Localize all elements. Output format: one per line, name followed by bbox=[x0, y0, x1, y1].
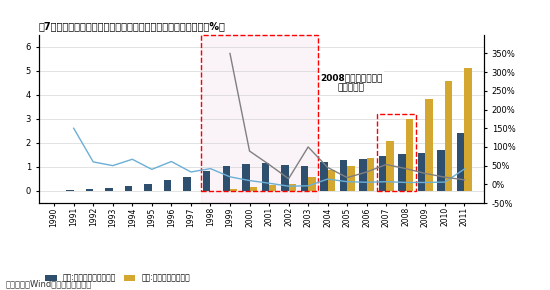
Bar bbox=[347, 166, 355, 191]
Bar bbox=[201, 35, 318, 203]
Bar bbox=[367, 158, 374, 191]
Bar bbox=[281, 165, 289, 191]
Bar bbox=[406, 119, 413, 191]
Bar bbox=[359, 159, 367, 191]
Bar bbox=[386, 141, 394, 191]
Bar bbox=[105, 188, 113, 191]
Bar bbox=[269, 185, 277, 191]
Bar bbox=[445, 81, 452, 191]
Bar bbox=[201, 35, 318, 191]
Bar bbox=[464, 68, 472, 191]
Bar bbox=[328, 170, 335, 191]
Bar bbox=[230, 189, 238, 191]
Bar bbox=[145, 184, 152, 191]
Bar bbox=[86, 189, 93, 191]
Bar bbox=[377, 114, 416, 191]
Bar bbox=[301, 166, 308, 191]
Bar bbox=[66, 190, 74, 191]
Text: 数据来源：Wind，东吴证券研究所: 数据来源：Wind，东吴证券研究所 bbox=[6, 280, 92, 289]
Bar bbox=[125, 186, 133, 191]
Bar bbox=[457, 133, 464, 191]
Bar bbox=[418, 153, 425, 191]
Bar bbox=[250, 187, 257, 191]
Bar bbox=[425, 99, 433, 191]
Text: 图7：中国互联网普及虽起步较晚、但追赶速度快（单位：亿人；%）: 图7：中国互联网普及虽起步较晚、但追赶速度快（单位：亿人；%） bbox=[39, 21, 225, 31]
Bar bbox=[184, 177, 191, 191]
Text: 2008年，中国网民数
量超过美国: 2008年，中国网民数 量超过美国 bbox=[320, 73, 382, 93]
Bar bbox=[242, 164, 250, 191]
Bar bbox=[308, 177, 316, 191]
Bar bbox=[223, 166, 230, 191]
Bar bbox=[379, 156, 386, 191]
Bar bbox=[398, 155, 406, 191]
Bar bbox=[437, 150, 445, 191]
Bar bbox=[289, 184, 296, 191]
Bar bbox=[203, 171, 211, 191]
Bar bbox=[340, 160, 347, 191]
Bar bbox=[164, 180, 172, 191]
Bar bbox=[262, 163, 269, 191]
Bar bbox=[320, 162, 328, 191]
